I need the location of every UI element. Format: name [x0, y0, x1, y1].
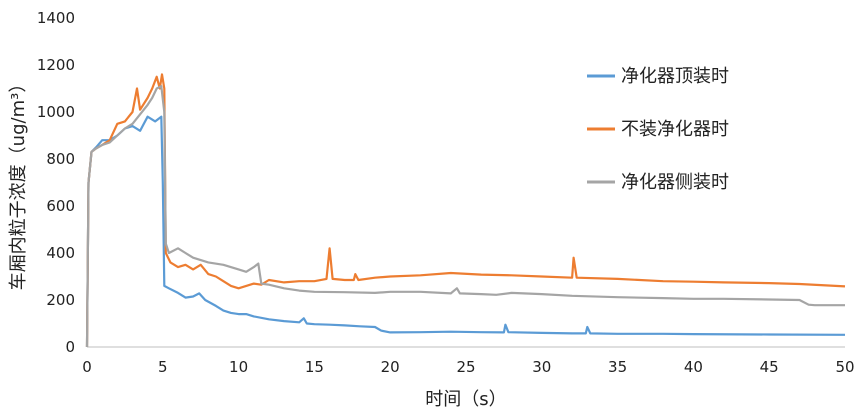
- y-axis-title: 车厢内粒子浓度（ug/m³）: [8, 75, 29, 291]
- series-line-3: [85, 85, 845, 348]
- legend-label: 不装净化器时: [621, 119, 729, 140]
- x-tick-label: 25: [456, 358, 475, 376]
- y-tick-label: 1400: [37, 9, 75, 27]
- x-axis-ticks: 0 5 10 15 20 25 30 35 40 45 50: [82, 358, 854, 376]
- series-line-1: [85, 115, 846, 348]
- legend-label: 净化器顶装时: [621, 66, 729, 87]
- x-tick-label: 30: [532, 358, 551, 376]
- x-tick-label: 10: [229, 358, 248, 376]
- y-tick-label: 400: [46, 244, 75, 262]
- x-tick-label: 35: [608, 358, 627, 376]
- y-axis-ticks: 0 200 400 600 800 1000 1200 1400: [37, 9, 75, 356]
- y-tick-label: 1000: [37, 103, 75, 121]
- x-tick-label: 5: [158, 358, 168, 376]
- x-tick-label: 20: [381, 358, 400, 376]
- y-tick-label: 200: [46, 291, 75, 309]
- x-tick-label: 45: [760, 358, 779, 376]
- x-tick-label: 0: [82, 358, 92, 376]
- x-tick-label: 15: [305, 358, 324, 376]
- x-axis-title: 时间（s）: [425, 389, 506, 410]
- y-tick-label: 1200: [37, 56, 75, 74]
- y-tick-label: 600: [46, 197, 75, 215]
- series-lines: [85, 73, 846, 348]
- legend-label: 净化器侧装时: [621, 172, 729, 193]
- series-line-2: [85, 73, 846, 348]
- y-tick-label: 0: [65, 338, 75, 356]
- x-tick-label: 40: [684, 358, 703, 376]
- y-tick-label: 800: [46, 150, 75, 168]
- x-tick-label: 50: [835, 358, 854, 376]
